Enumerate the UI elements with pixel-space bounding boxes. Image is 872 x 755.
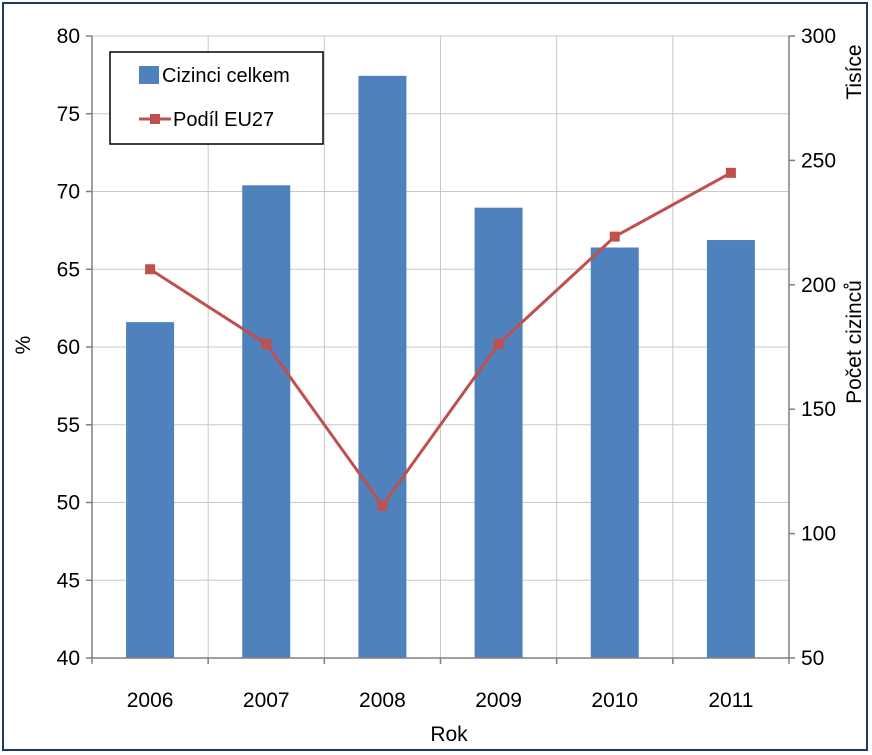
- left-tick-label: 50: [57, 492, 80, 515]
- line-path: [149, 171, 732, 509]
- x-tick-label: 2010: [591, 689, 638, 712]
- bar-2006: [126, 322, 175, 658]
- line-point-2007: [261, 338, 272, 349]
- y-axis-title: %: [12, 336, 35, 355]
- x-tick-label: 2006: [127, 689, 174, 712]
- bar-2007: [242, 185, 291, 658]
- left-tick-label: 45: [57, 569, 80, 592]
- line-point-2008: [377, 500, 388, 511]
- legend-bar-swatch: [139, 66, 159, 84]
- legend: Cizinci celkem Podíl EU27: [109, 51, 324, 145]
- bar-2008: [358, 75, 407, 659]
- right-tick-label: 300: [801, 25, 836, 48]
- line-series: [145, 167, 736, 511]
- bar-2009: [474, 207, 523, 658]
- left-tick-label: 65: [57, 258, 80, 281]
- left-tick-label: 75: [57, 103, 80, 126]
- x-tick-label: 2011: [708, 689, 753, 712]
- right-tick-label: 200: [801, 274, 836, 297]
- bar-2011: [706, 240, 755, 659]
- line-point-2009: [493, 338, 504, 349]
- right-tick-label: 50: [801, 647, 824, 670]
- line-point-2010: [609, 231, 620, 242]
- right-axis-ticks: 50 100 150 200 250 300: [789, 25, 836, 670]
- left-tick-label: 80: [57, 25, 80, 48]
- bar-series: [126, 75, 755, 659]
- left-axis-ticks: 40 45 50 55 60 65 70 75 80: [57, 25, 92, 670]
- x-tick-label: 2008: [359, 689, 406, 712]
- left-tick-label: 40: [57, 647, 80, 670]
- y2-axis-title: Počet cizinců: [843, 280, 866, 404]
- legend-label-bars: Cizinci celkem: [162, 65, 290, 87]
- bar-2010: [590, 247, 639, 659]
- legend-label-line: Podíl EU27: [173, 109, 274, 131]
- x-axis-title: Rok: [430, 723, 468, 746]
- left-tick-label: 55: [57, 414, 80, 437]
- left-tick-label: 60: [57, 336, 80, 359]
- x-tick-label: 2007: [243, 689, 290, 712]
- line-point-2011: [725, 167, 736, 178]
- legend-line-marker: [150, 114, 160, 124]
- y2-axis-unit: Tisíce: [843, 44, 866, 99]
- right-tick-label: 100: [801, 523, 836, 546]
- right-tick-label: 150: [801, 398, 836, 421]
- left-tick-label: 70: [57, 181, 80, 204]
- x-tick-label: 2009: [475, 689, 522, 712]
- x-axis-ticks: 2006 2007 2008 2009 2010 2011: [91, 658, 790, 712]
- right-tick-label: 250: [801, 149, 836, 172]
- line-point-2006: [145, 264, 156, 275]
